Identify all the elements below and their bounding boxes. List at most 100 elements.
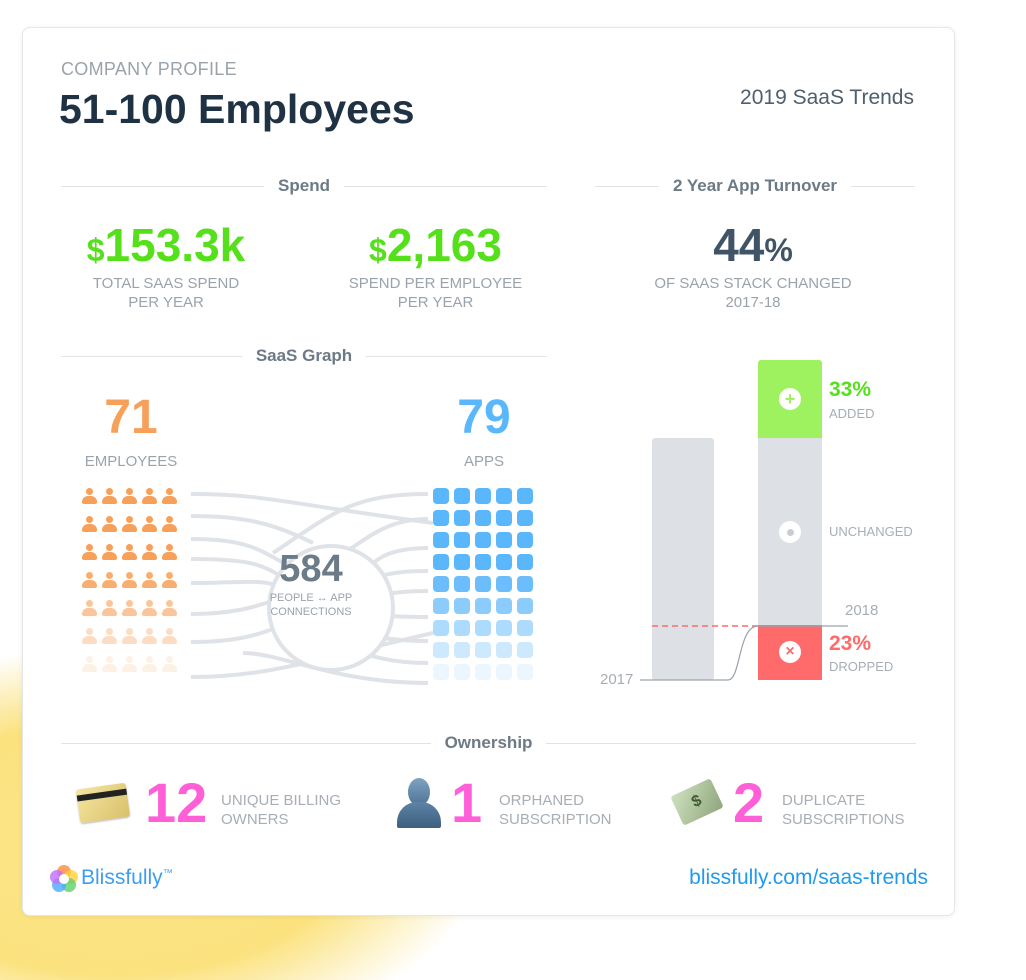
- caption: PER YEAR: [128, 294, 204, 311]
- app-icon: [454, 664, 470, 680]
- employee-icon: [161, 628, 177, 644]
- app-icon: [496, 642, 512, 658]
- employee-icon: [101, 600, 117, 616]
- employee-icon: [81, 516, 97, 532]
- employee-icon: [101, 488, 117, 504]
- currency: $: [369, 232, 387, 268]
- app-icon: [454, 510, 470, 526]
- employee-icon: [101, 656, 117, 672]
- money-wings-icon: $: [670, 778, 724, 826]
- employee-icon: [81, 656, 97, 672]
- dot-icon: [779, 521, 801, 543]
- saas-trends-link[interactable]: blissfully.com/saas-trends: [689, 866, 928, 889]
- year-2017: 2017: [600, 671, 634, 688]
- app-icon: [454, 620, 470, 636]
- employee-icon: [81, 628, 97, 644]
- section-turnover: 2 Year App Turnover: [595, 176, 915, 196]
- dropped-label: DROPPED: [829, 659, 894, 674]
- added-label: ADDED: [829, 406, 875, 421]
- app-icon: [496, 532, 512, 548]
- connection-lines: [190, 492, 434, 685]
- employee-icon: [161, 572, 177, 588]
- label-line: SUBSCRIPTIONS: [782, 811, 905, 828]
- employee-icon: [141, 628, 157, 644]
- employee-icon: [141, 572, 157, 588]
- section-saas-graph: SaaS Graph: [61, 346, 547, 366]
- app-icon: [475, 576, 491, 592]
- caption: PER YEAR: [397, 294, 474, 311]
- app-icon: [475, 664, 491, 680]
- app-icon: [454, 488, 470, 504]
- employee-icon: [101, 628, 117, 644]
- section-label: Spend: [278, 176, 330, 195]
- bar-2017: [652, 438, 714, 680]
- added-value: 33%: [829, 378, 872, 401]
- caption: OF SAAS STACK CHANGED: [654, 275, 852, 292]
- credit-card-icon: [75, 782, 131, 824]
- caption: TOTAL SAAS SPEND: [92, 275, 240, 292]
- employee-icon: [121, 656, 137, 672]
- employee-icon: [101, 544, 117, 560]
- label-line: DUPLICATE: [782, 792, 866, 809]
- app-icon: [496, 620, 512, 636]
- caption: CONNECTIONS: [270, 606, 352, 618]
- app-icon: [454, 576, 470, 592]
- x-icon: ×: [779, 641, 801, 663]
- app-icon: [433, 576, 449, 592]
- turnover-stat: 44% OF SAAS STACK CHANGED 2017-18: [643, 218, 863, 312]
- spend-per-employee: $2,163 SPEND PER EMPLOYEE PER YEAR: [343, 218, 528, 312]
- app-grid: [433, 488, 537, 688]
- app-icon: [433, 642, 449, 658]
- employee-icon: [141, 516, 157, 532]
- employee-icon: [141, 600, 157, 616]
- total-spend-value: 153.3k: [104, 219, 246, 271]
- caption: PEOPLE ↔ APP: [269, 592, 353, 604]
- app-icon: [517, 554, 533, 570]
- blissfully-logo-icon: [50, 865, 78, 892]
- employee-icon: [121, 488, 137, 504]
- employee-icon: [121, 544, 137, 560]
- employee-icon: [121, 600, 137, 616]
- app-icon: [496, 598, 512, 614]
- app-icon: [433, 554, 449, 570]
- turnover-value: 44: [713, 219, 765, 271]
- app-icon: [496, 510, 512, 526]
- app-icon: [433, 620, 449, 636]
- app-icon: [517, 576, 533, 592]
- app-icon: [517, 620, 533, 636]
- app-icon: [517, 532, 533, 548]
- employee-icon: [161, 488, 177, 504]
- app-icon: [433, 664, 449, 680]
- employee-icon: [81, 488, 97, 504]
- unchanged-label: UNCHANGED: [829, 524, 913, 539]
- section-label: 2 Year App Turnover: [672, 176, 838, 195]
- employee-icon: [121, 516, 137, 532]
- app-icon: [433, 532, 449, 548]
- plus-icon: +: [779, 388, 801, 410]
- app-icon: [475, 642, 491, 658]
- label-line: OWNERS: [221, 811, 289, 828]
- apps-label: APPS: [463, 453, 505, 470]
- employee-icon: [81, 572, 97, 588]
- app-icon: [517, 488, 533, 504]
- brand-name: Blissfully™: [81, 866, 173, 890]
- app-icon: [496, 554, 512, 570]
- employee-icon: [101, 516, 117, 532]
- employee-icon: [81, 600, 97, 616]
- app-icon: [454, 532, 470, 548]
- app-icon: [454, 554, 470, 570]
- per-employee-value: 2,163: [386, 219, 502, 271]
- app-icon: [433, 510, 449, 526]
- employee-icon: [81, 544, 97, 560]
- year-2018: 2018: [845, 602, 879, 619]
- employees-count: 71: [104, 391, 158, 444]
- total-spend: $153.3k TOTAL SAAS SPEND PER YEAR: [61, 218, 271, 312]
- label-line: ORPHANED: [499, 792, 585, 809]
- app-icon: [496, 488, 512, 504]
- employee-icon: [121, 572, 137, 588]
- dropped-value: 23%: [829, 632, 872, 655]
- page-title: 51-100 Employees: [59, 86, 415, 132]
- ownership-label: DUPLICATE SUBSCRIPTIONS: [782, 791, 905, 829]
- app-icon: [517, 598, 533, 614]
- employee-icon: [141, 544, 157, 560]
